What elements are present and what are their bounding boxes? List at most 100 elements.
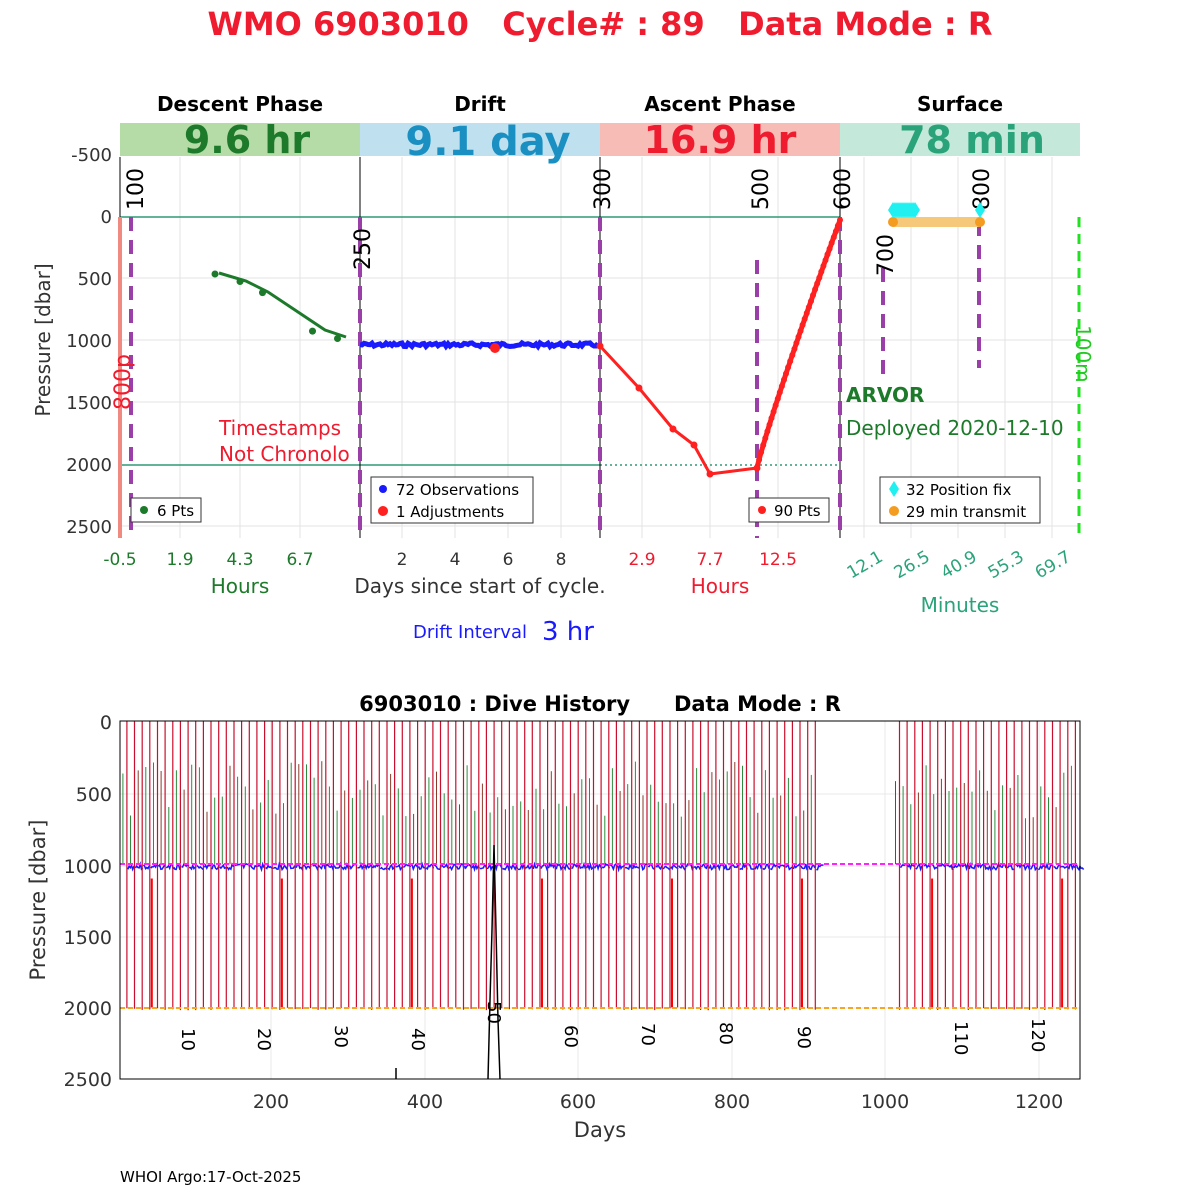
phase-title-ascent: Ascent Phase [644,92,795,116]
ytick: 2000 [66,455,112,476]
surface-series [888,202,985,227]
ytick: 1500 [64,927,112,949]
history-axes-frame [119,720,1081,1080]
drift-profile [754,862,763,870]
ascent-point [760,442,767,449]
phase-title-drift: Drift [454,92,506,116]
ascent-point [812,286,819,293]
ascent-point [776,389,783,396]
ascent-point [810,292,816,299]
cycle-ylabel: Pressure [dbar] [31,263,55,416]
drift-interval-value: 3 hr [542,617,594,647]
xtick: 4 [450,550,461,570]
cycle-label: 90 [793,1026,814,1049]
xtick: 1200 [1015,1091,1063,1113]
cycle-label: 10 [177,1028,198,1051]
ascent-point [768,415,775,422]
xtick: 40.9 [938,547,981,583]
ascent-point [793,340,800,346]
cycle-label: 50 [483,1001,504,1024]
ytick: 1000 [66,331,112,352]
cycle-label: 70 [637,1023,658,1046]
ascent-point [822,257,829,264]
marker-label-800p: 800p [111,354,136,410]
duration-band-ascent [600,123,840,156]
ascent-point [787,358,794,365]
ascent-point [774,395,781,402]
drift-profile [226,862,235,871]
marker-label-700: 700 [874,234,899,276]
drift-profile [723,864,733,871]
legend-marker-fix [889,481,899,497]
duration-drift: 9.1 day [405,119,570,165]
ascent-point [818,268,825,275]
xtick: 1000 [861,1091,909,1113]
ascent-point [754,465,760,471]
xtick: 2 [397,550,408,570]
ascent-point [805,304,812,311]
cycle-label: 30 [330,1025,351,1048]
footer-credit: WHOI Argo:17-Oct-2025 [120,1168,301,1186]
legend-drift: 72 Observations 1 Adjustments [370,476,534,524]
xtick: 12.5 [759,550,797,570]
drift-profile [991,862,1001,871]
xunit-drift: Days since start of cycle. [354,574,605,598]
ascent-point [706,470,714,478]
ascent-point [762,435,769,442]
drift-profile [922,863,931,870]
legend-marker-drift [379,485,387,493]
ascent-point [820,263,827,269]
drift-profile [395,863,404,872]
cycle-yticks: -500 0 500 1000 1500 2000 2500 [66,145,112,538]
drift-profile [785,863,794,871]
xtick: 12.1 [844,547,887,583]
ascent-point [830,234,837,241]
descent-line [218,271,347,339]
ascent-point [828,239,835,246]
drift-profile [693,865,702,871]
marker-label-100m: 100m [1071,325,1095,383]
drift-profile [816,864,824,871]
cycle-label: 110 [950,1021,971,1055]
drift-profile [555,863,565,872]
ascent-point [772,402,779,409]
marker-label-300: 300 [591,168,616,210]
xticks-surface: 12.1 26.5 40.9 55.3 69.7 [844,547,1075,583]
descent-point [259,289,266,297]
xticks-drift: 2 4 6 8 [397,550,567,570]
drift-profile [379,864,389,871]
ascent-point [816,274,823,281]
ascent-point [795,333,802,340]
cycle-label: 80 [715,1022,736,1045]
drift-profile [1006,864,1015,871]
xtick: 7.7 [696,550,723,570]
ascent-point [797,327,804,334]
legend-ascent: 90 Pts [748,497,830,523]
drift-interval-label: Drift Interval [413,622,527,643]
duration-band-surface [840,123,1080,156]
ytick: 2500 [66,517,112,538]
dive-history-panel: 6903010 : Dive History Data Mode : R 0 5… [26,692,1085,1142]
xtick: 400 [407,1091,443,1113]
dive-history-title: 6903010 : Dive History Data Mode : R [359,692,841,716]
marker-label-600: 600 [831,168,856,210]
drift-profile [502,862,511,872]
drift-profile [631,863,641,870]
marker-label-250: 250 [351,228,376,270]
xtick: 600 [560,1091,596,1113]
xticks-descent: -0.5 1.9 4.3 6.7 [103,550,313,570]
drift-profile [211,864,220,871]
drift-profile [303,864,312,871]
ascent-point [756,456,763,463]
drift-profile [770,862,778,871]
ytick: 2500 [64,1069,112,1091]
ascent-point [778,383,785,390]
history-xticks: 200 400 600 800 1000 1200 [253,1091,1063,1113]
drift-profile [410,863,419,872]
cycle-label: 20 [253,1028,274,1051]
xtick: 8 [556,550,567,570]
descent-start-bar [118,217,122,538]
ascent-point [837,217,843,223]
ascent-point [766,421,773,428]
duration-band-descent [120,123,360,156]
